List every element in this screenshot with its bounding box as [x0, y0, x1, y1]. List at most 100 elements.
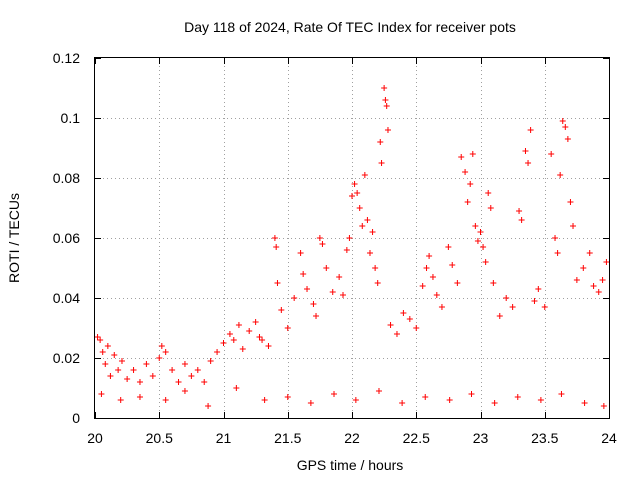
x-tick-label: 24	[601, 430, 617, 446]
data-point	[382, 97, 389, 103]
data-point	[102, 361, 109, 367]
data-point	[422, 394, 429, 400]
data-point	[472, 223, 479, 229]
data-point	[514, 394, 521, 400]
data-point	[509, 304, 516, 310]
data-point	[329, 289, 336, 295]
data-point	[181, 388, 188, 394]
data-point	[458, 154, 465, 160]
data-point	[207, 358, 214, 364]
data-point	[573, 277, 580, 283]
data-point	[265, 343, 272, 349]
data-point	[375, 388, 382, 394]
data-point	[600, 403, 607, 409]
data-point	[156, 355, 163, 361]
data-point	[261, 397, 268, 403]
data-point	[349, 193, 355, 199]
data-point	[107, 373, 114, 379]
data-point	[340, 292, 347, 298]
data-point	[462, 169, 469, 175]
y-axis-label: ROTI / TECUs	[6, 193, 22, 283]
data-point	[99, 349, 106, 355]
data-point	[356, 205, 363, 211]
data-point	[359, 223, 366, 229]
data-point	[316, 235, 323, 241]
data-point	[599, 277, 606, 283]
y-tick-label: 0.1	[61, 110, 81, 126]
data-point	[323, 265, 330, 271]
data-point	[387, 322, 394, 328]
data-point	[531, 298, 538, 304]
x-tick-label: 22.5	[403, 430, 430, 446]
data-point	[400, 310, 407, 316]
data-point	[586, 250, 593, 256]
data-point	[98, 391, 105, 397]
data-point	[310, 301, 317, 307]
data-point	[271, 235, 278, 241]
data-point	[487, 205, 494, 211]
data-point	[278, 307, 285, 313]
data-point	[205, 403, 212, 409]
chart-title: Day 118 of 2024, Rate Of TEC Index for r…	[184, 19, 516, 35]
data-point	[233, 385, 240, 391]
data-point	[464, 199, 471, 205]
data-point	[194, 367, 201, 373]
data-point	[97, 337, 104, 343]
data-point	[369, 229, 376, 235]
data-point	[423, 265, 430, 271]
data-point	[158, 343, 165, 349]
data-point	[361, 172, 368, 178]
x-tick-label: 21.5	[274, 430, 301, 446]
data-point	[562, 124, 569, 130]
y-tick-label: 0.08	[53, 170, 80, 186]
data-point	[469, 151, 476, 157]
data-point	[603, 259, 610, 265]
data-point	[557, 172, 564, 178]
data-point	[117, 397, 124, 403]
data-point	[525, 160, 532, 166]
data-point	[111, 352, 118, 358]
x-tick-label: 23.5	[531, 430, 558, 446]
data-point	[570, 223, 577, 229]
data-point	[118, 358, 125, 364]
data-point	[331, 391, 338, 397]
axis-ticks	[95, 58, 610, 419]
data-point	[304, 286, 311, 292]
data-point	[558, 391, 565, 397]
data-point	[393, 331, 400, 337]
data-point	[590, 283, 597, 289]
data-point	[374, 280, 381, 286]
data-point	[181, 361, 188, 367]
data-point	[477, 229, 484, 235]
data-point	[201, 379, 208, 385]
x-tick-label: 23	[473, 430, 489, 446]
data-point	[399, 400, 406, 406]
data-point	[419, 283, 426, 289]
data-point	[351, 181, 358, 187]
data-point	[346, 235, 353, 241]
data-point	[259, 337, 266, 343]
data-point	[284, 394, 291, 400]
y-tick-label: 0.02	[53, 350, 80, 366]
data-point	[522, 148, 529, 154]
data-point	[130, 367, 137, 373]
data-point	[449, 262, 456, 268]
data-point	[406, 316, 413, 322]
data-point	[94, 334, 101, 340]
x-axis-label: GPS time / hours	[297, 457, 404, 473]
data-point	[518, 217, 525, 223]
data-point	[384, 127, 391, 133]
data-point	[535, 286, 542, 292]
data-point	[468, 391, 475, 397]
data-point	[136, 379, 143, 385]
y-axis-tick-labels: 0 0.02 0.04 0.06 0.08 0.1 0.12	[53, 50, 80, 426]
data-point	[378, 160, 385, 166]
data-point	[503, 295, 510, 301]
data-point	[343, 247, 350, 253]
data-point	[273, 244, 280, 250]
data-point	[104, 343, 111, 349]
plot-frame	[94, 57, 610, 419]
x-tick-label: 20	[87, 430, 103, 446]
data-point	[354, 190, 361, 196]
